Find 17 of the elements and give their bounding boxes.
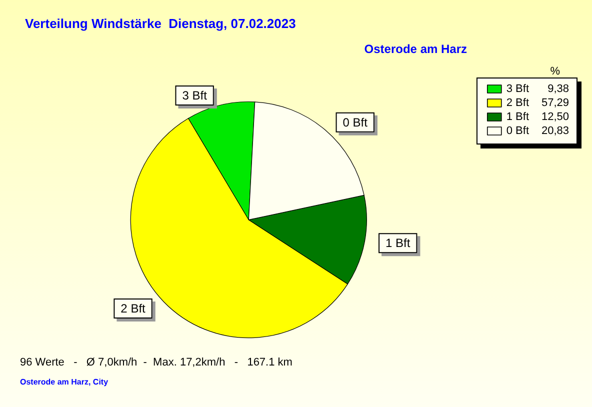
data-label: 20,83 (541, 125, 569, 137)
chart-title: Verteilung Windstärke Dienstag, 07.02.2023 (25, 16, 296, 31)
text: 96 Werte - Ø 7,0km/h - Max. 17,2km/h - 167.1 km (20, 356, 292, 368)
data-label: 12,50 (541, 111, 569, 123)
legend-label: 2 Bft (506, 97, 529, 109)
data-label: 9,38 (548, 83, 569, 95)
chart-subtitle: Osterode am Harz (364, 42, 467, 56)
legend-label: 1 Bft (506, 111, 529, 123)
legend-title: % (550, 66, 560, 78)
slice-label: 1 Bft (386, 236, 411, 250)
slice-label: 3 Bft (182, 88, 208, 102)
data-label: 57,29 (541, 97, 569, 109)
legend-label: 3 Bft (506, 83, 529, 95)
slice-label: 0 Bft (342, 115, 368, 130)
text: Osterode am Harz, City (20, 378, 109, 386)
slice-label: 2 Bft (120, 302, 146, 316)
legend-label: 0 Bft (506, 125, 529, 137)
